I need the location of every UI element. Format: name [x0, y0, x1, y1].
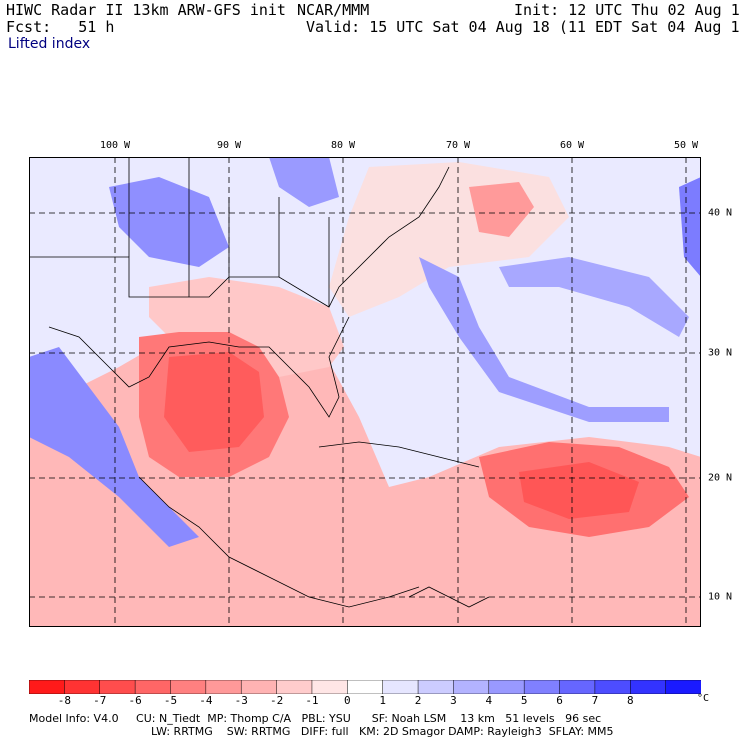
lon-label: 70 W: [445, 140, 471, 151]
colorbar-tick-label: 1: [379, 694, 386, 707]
map-frame: [29, 157, 701, 627]
model-info-line2: LW: RRTMG SW: RRTMG DIFF: full KM: 2D Sm…: [151, 725, 614, 738]
colorbar-swatch: [382, 680, 419, 694]
colorbar-tick-label: 8: [626, 694, 634, 707]
graticule: [29, 157, 701, 627]
colorbar-swatch: [134, 680, 172, 694]
lon-label: 100 W: [99, 140, 131, 151]
colorbar-swatch: [29, 680, 66, 694]
colorbar-tick-label: -3: [234, 694, 248, 707]
colorbar-tick-label: 3: [450, 694, 457, 707]
colorbar: [29, 680, 701, 694]
colorbar-swatch: [276, 680, 313, 694]
stable-area-mexico: [29, 347, 199, 547]
colorbar-swatch: [488, 680, 525, 694]
colorbar-tick-label: 5: [520, 694, 528, 707]
forecast-hour: Fcst: 51 h: [6, 18, 115, 36]
colorbar-swatch: [64, 680, 101, 694]
lon-label: 60 W: [559, 140, 585, 151]
colorbar-swatch: [170, 680, 207, 694]
colorbar-tick-label: 0: [344, 694, 351, 707]
colorbar-swatch: [347, 680, 384, 694]
stable-area-plains: [109, 177, 229, 267]
colorbar-tick-label: -1: [305, 694, 319, 707]
colorbar-swatch: [665, 680, 701, 694]
model-title: HIWC Radar II 13km ARW-GFS init: [6, 1, 286, 19]
model-info-line1: Model Info: V4.0 CU: N_Tiedt MP: Thomp C…: [29, 712, 602, 725]
colorbar-tick-label: 4: [485, 694, 493, 707]
colorbar-swatch: [453, 680, 490, 694]
colorbar-tick-label: -5: [163, 694, 178, 707]
colorbar-swatch: [630, 680, 667, 694]
colorbar-tick-label: -2: [269, 694, 284, 707]
stable-area-lakes: [269, 157, 339, 207]
lon-label: 50 W: [673, 140, 699, 151]
colorbar-tick-label: -6: [128, 694, 142, 707]
colorbar-swatch: [99, 680, 136, 694]
org-label: NCAR/MMM: [297, 1, 370, 19]
colorbar-swatch: [417, 680, 455, 694]
colorbar-tick-label: 2: [414, 694, 422, 707]
colorbar-tick-label: 7: [591, 694, 599, 707]
colorbar-tick-label: -7: [93, 694, 107, 707]
lifted-index-map: [29, 157, 701, 627]
lat-label: 20 N: [708, 472, 733, 484]
lat-label: 10 N: [708, 591, 733, 603]
stable-swirl: [499, 257, 689, 337]
lon-label: 80 W: [330, 140, 356, 151]
colorbar-swatch: [559, 680, 596, 694]
colorbar-swatch: [523, 680, 561, 694]
atlantic-core: [519, 462, 639, 519]
warm-patch-north: [469, 182, 534, 237]
colorbar-tick-label: 6: [556, 694, 563, 707]
colorbar-swatch: [594, 680, 632, 694]
stable-band-atlantic: [419, 257, 669, 422]
colorbar-swatch: [205, 680, 242, 694]
colorbar-unit: °C: [697, 693, 710, 704]
lat-label: 30 N: [708, 347, 733, 359]
colorbar-swatch: [240, 680, 278, 694]
valid-time: Valid: 15 UTC Sat 04 Aug 18 (11 EDT Sat …: [306, 18, 740, 36]
stable-area-east: [679, 177, 701, 277]
field-name: Lifted index: [8, 36, 91, 52]
colorbar-tick-label: -4: [199, 694, 213, 707]
colorbar-swatch: [311, 680, 349, 694]
lat-label: 40 N: [708, 207, 733, 219]
init-time: Init: 12 UTC Thu 02 Aug 18: [514, 1, 740, 19]
lon-label: 90 W: [216, 140, 242, 151]
colorbar-tick-label: -8: [57, 694, 71, 707]
gulf-core: [164, 352, 264, 452]
